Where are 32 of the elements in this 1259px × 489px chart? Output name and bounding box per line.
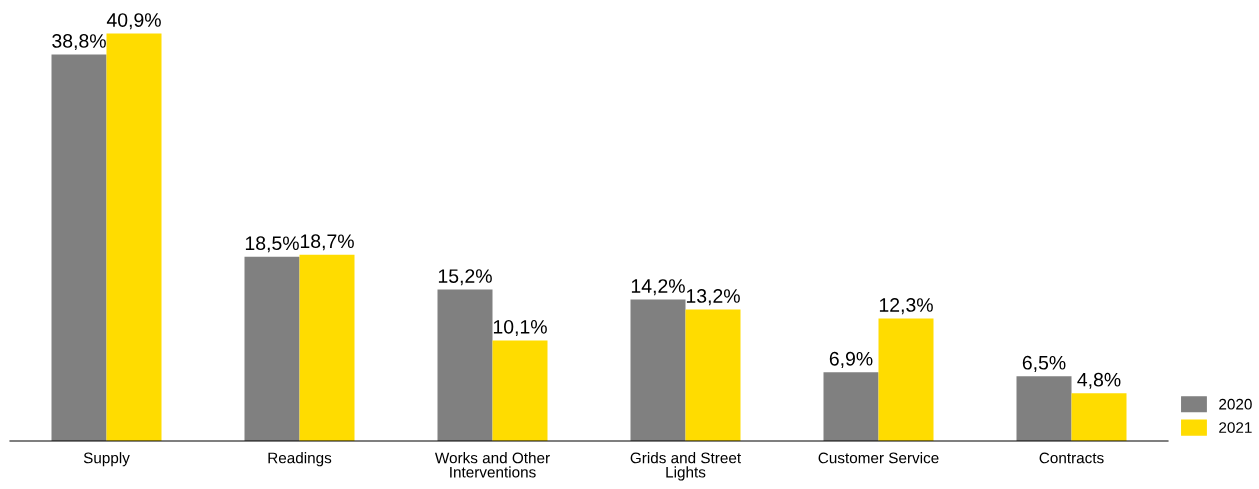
bar: [1071, 393, 1127, 441]
bar: [823, 372, 879, 441]
bar: [51, 54, 107, 441]
data-label: 10,1%: [493, 319, 547, 337]
bar: [685, 309, 741, 441]
legend-label: 2020: [1219, 398, 1252, 410]
data-label: 18,7%: [300, 234, 354, 251]
data-label: 14,2%: [631, 279, 685, 296]
data-label: 12,3%: [879, 298, 933, 315]
x-tick-label: Works and Other Interventions: [434, 452, 550, 478]
bar: [1016, 376, 1072, 441]
data-label: 6,9%: [829, 351, 873, 368]
bar: [878, 318, 934, 441]
data-label: 13,2%: [686, 289, 740, 306]
data-label: 18,5%: [245, 236, 299, 253]
bar: [244, 256, 300, 441]
x-tick-label: Contracts: [1039, 452, 1104, 464]
bar: [492, 340, 548, 441]
data-label: 15,2%: [438, 269, 492, 286]
bar: [630, 299, 686, 441]
x-tick-label: Customer Service: [818, 452, 939, 464]
bar: [299, 254, 355, 441]
bar: [437, 289, 493, 441]
data-label: 6,5%: [1022, 355, 1066, 372]
data-label: 40,9%: [106, 13, 161, 30]
x-tick-label: Supply: [83, 452, 130, 467]
data-label: 38,8%: [52, 34, 106, 51]
x-tick-label: Grids and Street Lights: [630, 452, 742, 481]
data-label: 4,8%: [1077, 372, 1121, 389]
legend-label: 2021: [1219, 422, 1252, 433]
x-tick-label: Readings: [268, 452, 332, 467]
bar: [106, 33, 162, 441]
